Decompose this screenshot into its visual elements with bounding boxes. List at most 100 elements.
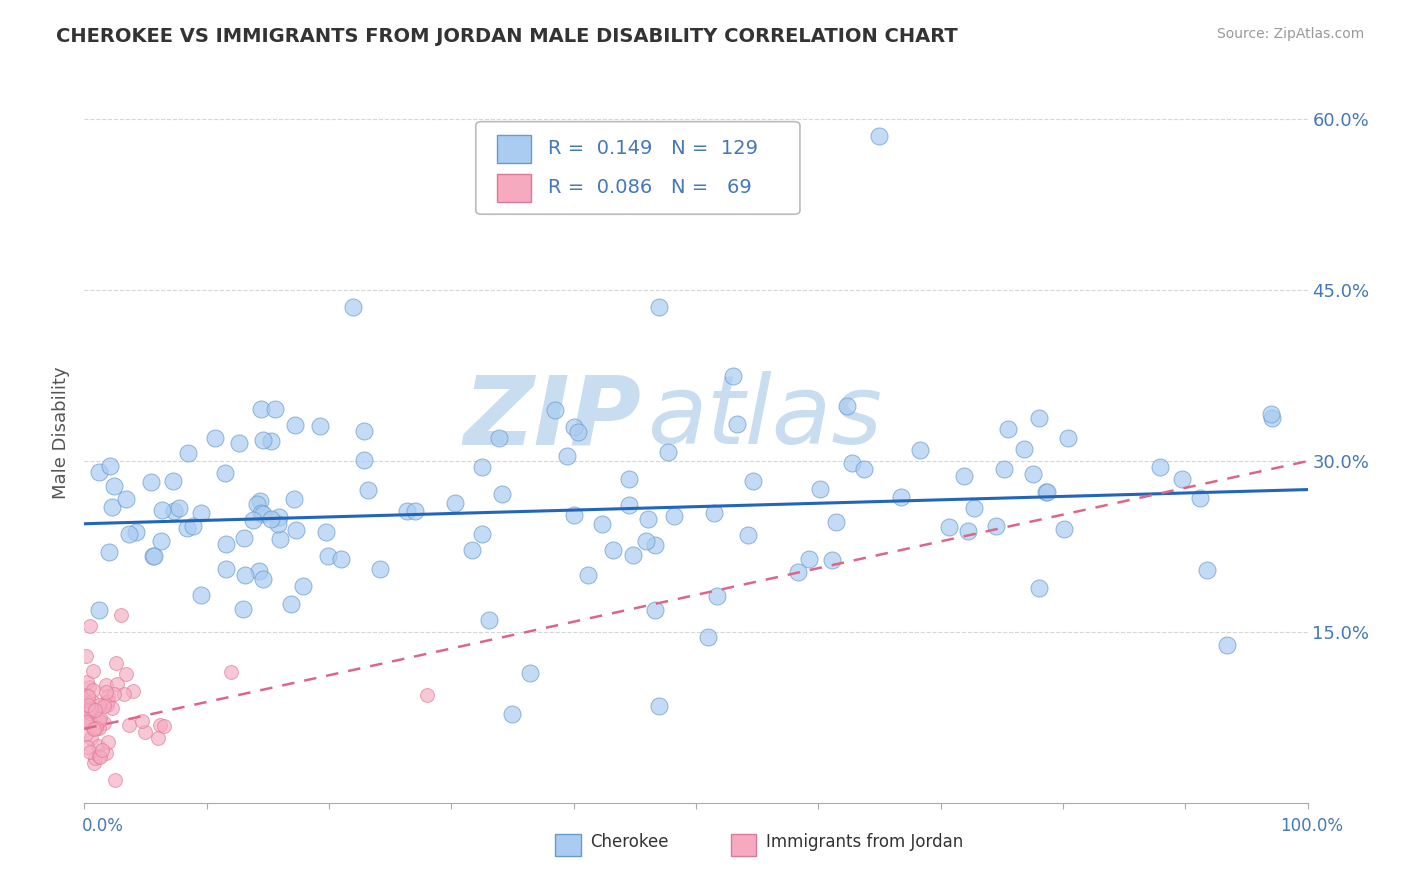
Point (93, 699, 115, 714)
Point (75, 649, 97, 664)
Point (252, 572, 274, 586)
Point (478, 613, 501, 627)
Point (471, 527, 494, 541)
Point (101, 500, 124, 515)
Point (125, 524, 148, 539)
Point (87, 714, 110, 728)
Point (89, 711, 111, 725)
Point (821, 553, 844, 567)
Point (242, 513, 264, 527)
Point (252, 434, 274, 448)
Point (79, 619, 101, 633)
Point (146, 731, 169, 746)
Y-axis label: Male Disability: Male Disability (52, 367, 70, 499)
Point (204, 431, 226, 445)
Point (835, 399, 858, 413)
Point (103, 687, 125, 701)
Point (786, 565, 808, 579)
Point (737, 528, 759, 542)
Point (87, 721, 110, 735)
Point (725, 417, 748, 431)
Point (557, 449, 579, 463)
Point (461, 543, 484, 558)
Point (162, 504, 184, 518)
Point (101, 701, 124, 715)
Point (82, 665, 104, 679)
Point (284, 523, 307, 537)
Text: ZIP: ZIP (463, 371, 641, 465)
Point (721, 369, 744, 384)
Point (190, 588, 212, 602)
Point (233, 531, 256, 545)
Point (471, 459, 494, 474)
Point (502, 706, 524, 721)
Point (1012, 442, 1035, 456)
Point (77, 706, 100, 720)
Point (269, 533, 291, 547)
Point (79, 745, 101, 759)
Point (562, 420, 585, 434)
Point (797, 552, 820, 566)
Point (1149, 460, 1171, 475)
Point (233, 568, 256, 582)
Point (83, 722, 105, 736)
Point (115, 492, 138, 507)
Point (1260, 411, 1282, 425)
Point (309, 418, 332, 433)
Point (215, 537, 238, 551)
Point (83, 756, 105, 771)
Point (219, 665, 242, 679)
Point (841, 456, 863, 470)
Point (808, 483, 831, 497)
Point (357, 483, 380, 497)
Point (97, 689, 120, 703)
Point (544, 402, 567, 417)
Text: 100.0%: 100.0% (1279, 817, 1343, 835)
Point (77, 698, 100, 713)
Point (890, 490, 912, 504)
Point (260, 512, 283, 526)
Point (115, 666, 138, 681)
Point (519, 665, 541, 680)
Text: 0.0%: 0.0% (82, 817, 124, 835)
Point (416, 688, 439, 702)
Point (76, 703, 98, 717)
Point (97, 735, 120, 749)
Point (1022, 467, 1045, 481)
Point (742, 475, 765, 489)
Point (664, 508, 686, 523)
Point (118, 718, 141, 732)
Text: Source: ZipAtlas.com: Source: ZipAtlas.com (1216, 27, 1364, 41)
Point (250, 401, 273, 416)
Point (648, 698, 671, 713)
Point (267, 516, 290, 531)
Point (83, 703, 105, 717)
Point (82, 682, 104, 697)
Point (956, 524, 979, 539)
Point (82, 721, 104, 735)
Point (94, 684, 117, 698)
Point (105, 677, 128, 691)
Text: Immigrants from Jordan: Immigrants from Jordan (766, 833, 963, 851)
Point (1052, 522, 1074, 536)
Point (82, 694, 104, 708)
Point (634, 533, 657, 548)
Point (76, 739, 98, 754)
Point (149, 534, 172, 549)
Point (491, 486, 513, 500)
Point (228, 436, 250, 450)
Point (825, 515, 848, 529)
Point (252, 507, 274, 521)
Point (100, 459, 122, 474)
Point (89, 750, 111, 764)
Point (87, 603, 110, 617)
Point (76, 713, 98, 727)
Point (122, 684, 145, 698)
Point (1197, 563, 1219, 577)
Point (330, 552, 353, 566)
Point (869, 129, 891, 144)
Point (315, 525, 337, 540)
Point (79, 701, 101, 715)
Text: CHEROKEE VS IMMIGRANTS FROM JORDAN MALE DISABILITY CORRELATION CHART: CHEROKEE VS IMMIGRANTS FROM JORDAN MALE … (56, 27, 957, 45)
Point (284, 418, 307, 433)
